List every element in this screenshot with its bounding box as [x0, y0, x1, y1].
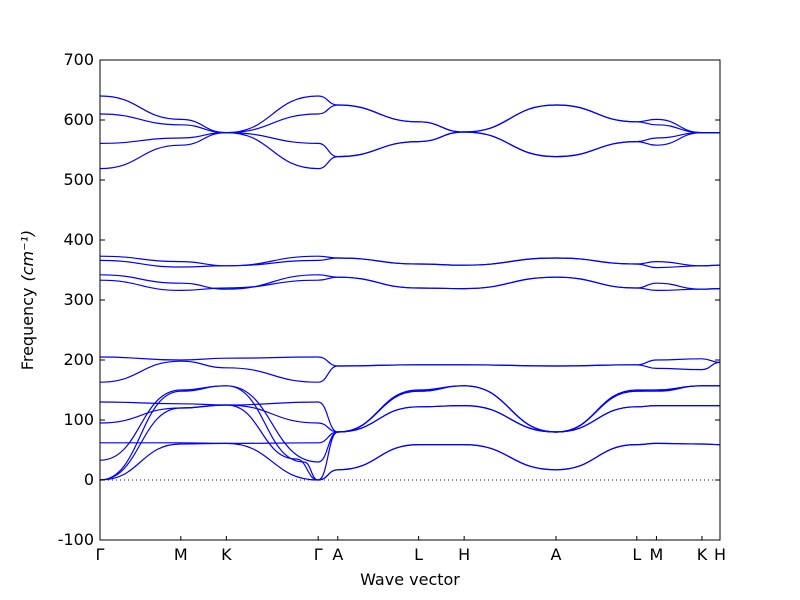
band-line-13: [99, 255, 721, 267]
x-tick-label: K: [697, 545, 708, 564]
x-tick-label: Γ: [314, 545, 323, 564]
band-line-9: [99, 356, 721, 367]
band-line-17: [99, 95, 720, 134]
y-axis-label-unit: (cm⁻¹): [18, 230, 37, 282]
y-tick-label: 500: [63, 170, 94, 189]
band-line-11: [99, 274, 721, 290]
y-tick-label: 0: [84, 470, 94, 489]
y-axis-label-text: Frequency: [18, 288, 37, 371]
x-tick-label: L: [632, 545, 641, 564]
y-axis-ticks: -100 0 100 200 300 400 500 600 700: [58, 50, 720, 549]
y-tick-label: 700: [63, 50, 94, 69]
band-lines: [99, 95, 721, 481]
x-tick-label: L: [414, 545, 423, 564]
y-tick-label: 600: [63, 110, 94, 129]
y-tick-label: 400: [63, 230, 94, 249]
x-tick-label: Γ: [96, 545, 105, 564]
y-axis-label: Frequency (cm⁻¹): [18, 230, 37, 370]
band-line-7: [99, 385, 720, 433]
x-tick-label: A: [550, 545, 561, 564]
x-tick-label: H: [714, 545, 726, 564]
y-tick-label: -100: [58, 530, 94, 549]
x-tick-label: M: [650, 545, 664, 564]
x-axis-label: Wave vector: [360, 570, 460, 589]
y-tick-label: 300: [63, 290, 94, 309]
x-tick-label: M: [174, 545, 188, 564]
y-tick-label: 100: [63, 410, 94, 429]
x-tick-label: K: [221, 545, 232, 564]
plot-area: [100, 60, 720, 540]
band-line-4: [99, 385, 720, 463]
y-tick-label: 200: [63, 350, 94, 369]
x-tick-label: H: [458, 545, 470, 564]
x-tick-label: A: [332, 545, 343, 564]
